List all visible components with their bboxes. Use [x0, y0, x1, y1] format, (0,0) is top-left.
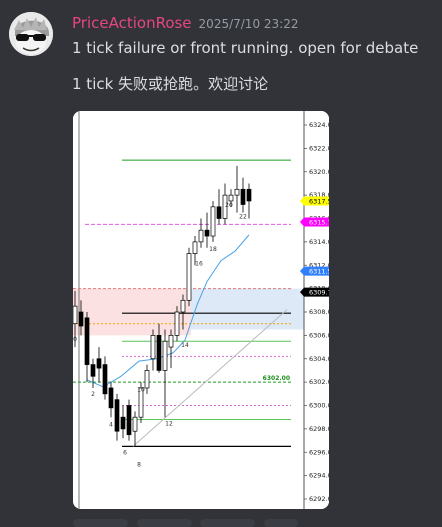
candlestick-chart: 6302.00 0 2 4 6 8 10 12 14 16 18 20 22 6324.0 6322.0 63… [73, 111, 329, 509]
bull-candle [234, 188, 240, 196]
bar-number-label: 12 [165, 420, 173, 427]
bar-number-label: 14 [181, 342, 189, 349]
sunglasses-avatar-icon [9, 12, 53, 56]
bear-candle [120, 416, 126, 430]
price-tick-label: 6322.0 [309, 144, 329, 152]
price-tick-label: 6292.0 [309, 495, 329, 503]
price-tick-label: 6324.0 [309, 121, 329, 129]
bar-number-label: 10 [137, 386, 145, 393]
trend-line [132, 309, 288, 447]
bull-candle [192, 241, 198, 254]
bar-number-label: 22 [239, 214, 247, 221]
bear-candle [156, 335, 162, 371]
chart-image-attachment[interactable]: 6302.00 0 2 4 6 8 10 12 14 16 18 20 22 6324.0 6322.0 63… [73, 111, 329, 509]
bull-candle [138, 387, 144, 418]
price-tick-label: 6300.0 [309, 402, 329, 410]
bear-candle [216, 206, 222, 219]
reaction-placeholder [200, 519, 255, 527]
price-tick-label: 6296.0 [309, 448, 329, 456]
price-tag-label: 6315.7 [309, 218, 329, 226]
bear-candle [84, 317, 90, 365]
bar-number-label: 18 [209, 246, 217, 253]
bull-candle [180, 299, 186, 313]
reaction-placeholder [73, 519, 128, 527]
price-tick-label: 6308.0 [309, 308, 329, 316]
bear-candle [126, 405, 132, 436]
user-avatar[interactable] [9, 12, 53, 56]
timestamp: 2025/7/10 23:22 [198, 17, 299, 31]
price-tag-label: 6309.7 [309, 288, 329, 296]
price-tag [300, 266, 329, 276]
bull-candle [132, 416, 138, 432]
bull-candle [210, 206, 216, 237]
price-tag [300, 196, 329, 206]
bear-candle [204, 229, 210, 237]
price-tick-label: 6306.0 [309, 331, 329, 339]
price-tick-label: 6302.0 [309, 378, 329, 386]
bear-candle [90, 364, 96, 377]
bear-candle [246, 188, 252, 202]
message-text-chinese: 1 tick 失败或抢跑。欢迎讨论 [72, 75, 269, 93]
message-text-english: 1 tick failure or front running. open fo… [72, 39, 419, 57]
bear-candle [78, 311, 84, 327]
bear-candle [96, 358, 102, 369]
blue-zone [191, 288, 304, 330]
price-tag [300, 217, 329, 227]
message-header: PriceActionRose 2025/7/10 23:22 [72, 13, 298, 32]
bull-candle [73, 305, 78, 325]
bull-candle [150, 335, 156, 360]
red-zone [73, 288, 191, 336]
bull-candle [174, 311, 180, 336]
bull-candle [186, 253, 192, 301]
price-tag-label: 6317.5 [309, 197, 329, 205]
bull-candle [198, 229, 204, 243]
bull-candle [222, 194, 228, 219]
bear-candle [114, 399, 120, 432]
bull-candle [168, 335, 174, 348]
price-tick-label: 6298.0 [309, 425, 329, 433]
price-tick-label: 6314.0 [309, 238, 329, 246]
bar-number-label: 16 [195, 260, 203, 267]
price-tick-label: 6318.0 [309, 191, 329, 199]
bull-candle [228, 194, 234, 202]
price-tick-label: 6304.0 [309, 355, 329, 363]
moving-average-line [86, 234, 250, 388]
price-tick-label: 6320.0 [309, 168, 329, 176]
price-tag-label: 6311.5 [309, 267, 329, 275]
bar-number-label: 6 [123, 450, 127, 457]
price-tick-label: 6312.0 [309, 261, 329, 269]
price-tick-label: 6294.0 [309, 472, 329, 480]
bar-number-label: 20 [225, 202, 233, 209]
price-tag [300, 287, 329, 297]
level-label: 6302.00 [263, 375, 290, 382]
reaction-placeholder [137, 519, 192, 527]
price-axis-background [304, 111, 329, 509]
bar-number-label: 4 [109, 422, 113, 429]
bar-number-label: 2 [91, 391, 95, 398]
username[interactable]: PriceActionRose [72, 14, 192, 32]
bar-number-label: 8 [137, 461, 141, 468]
bear-candle [240, 188, 246, 205]
bear-candle [108, 387, 114, 409]
bull-candle [144, 370, 150, 389]
bull-candle [162, 340, 168, 371]
bear-candle [102, 364, 108, 395]
reaction-placeholder [264, 519, 298, 527]
bar-number-label: 0 [73, 336, 77, 343]
